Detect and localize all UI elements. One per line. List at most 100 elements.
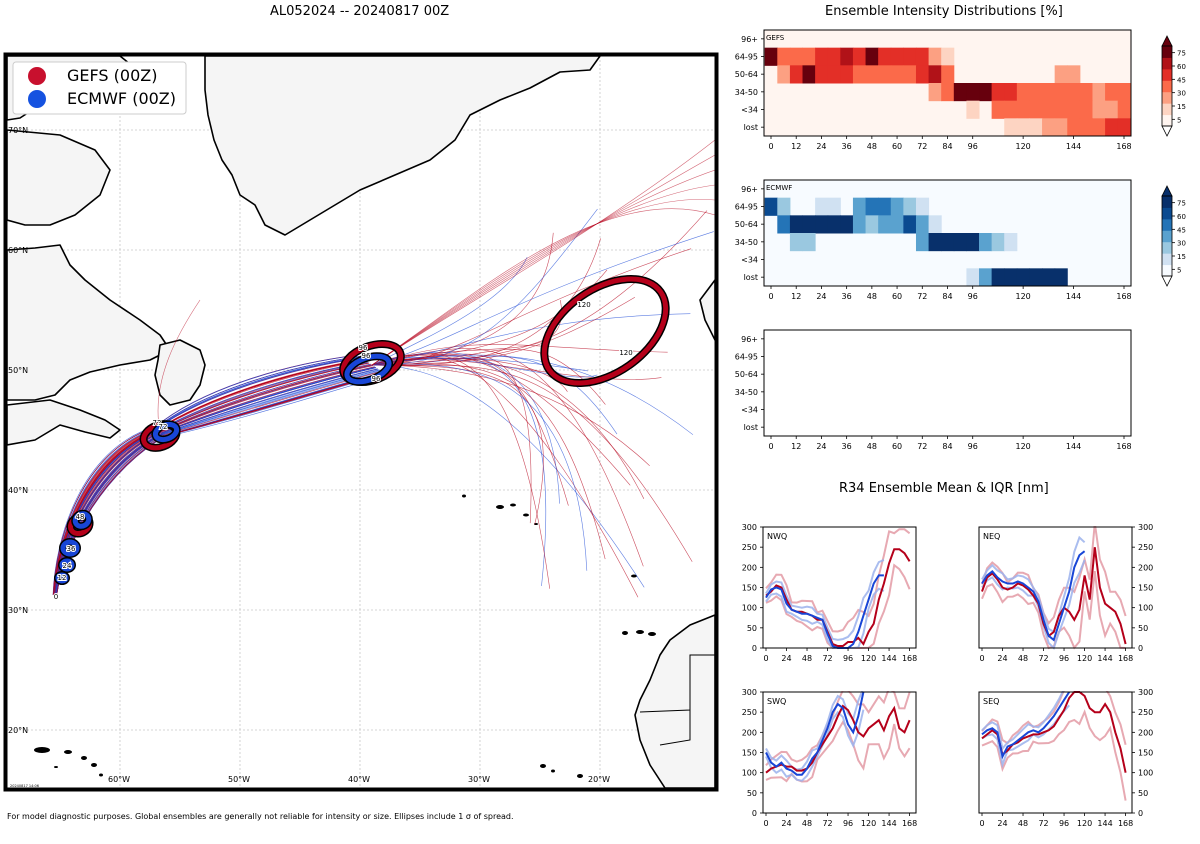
heatmap-xtick-label: 60	[892, 442, 902, 451]
colorbar-tick-label: 45	[1177, 226, 1186, 234]
heatmap-ytick-label: <34	[741, 406, 758, 415]
heatmap-cell	[1054, 83, 1068, 102]
r34-ytick-label: 300	[1138, 523, 1153, 532]
colorbar-segment	[1162, 80, 1172, 93]
heatmap-cell	[852, 65, 867, 84]
heatmap-cell	[928, 83, 942, 102]
r34-xtick-label: 144	[1097, 819, 1112, 828]
r34-panel-neq: NEQ 0 50 100 150 200 250 300 0 24 48 72 96 120 144 168	[977, 513, 1153, 663]
r34-xtick-label: 120	[861, 819, 876, 828]
heatmap-xtick-label: 12	[791, 442, 801, 451]
heatmap-cell	[1117, 83, 1131, 102]
heatmap-ytick-label: 34-50	[735, 388, 758, 397]
r34-ytick-label: 250	[742, 543, 757, 552]
heatmap-panel-empty: 96+ 64-95 50-64 34-50 <34 lost 0 12 24 36 48 60 72 84…	[735, 329, 1132, 451]
colorbar-tick-label: 60	[1177, 63, 1186, 71]
ecmwf-track-extended	[371, 208, 598, 366]
heatmap-model-label: ECMWF	[766, 184, 792, 192]
heatmap-cell	[1016, 100, 1030, 119]
r34-quadrant-label: SEQ	[983, 697, 999, 706]
heatmap-cell	[915, 65, 930, 84]
colorbar: 5 15 30 45 60 75	[1161, 185, 1186, 287]
ecmwf-ellipse-36	[60, 539, 80, 557]
gefs-label-120-a: 120	[577, 301, 590, 309]
iberia-land	[699, 279, 715, 341]
ecmwf-iqr-line	[765, 687, 865, 771]
r34-ytick-label: 100	[1138, 604, 1153, 613]
heatmap-cell	[928, 47, 942, 66]
gefs-track	[157, 360, 366, 431]
lon-label-60w: 60°W	[108, 775, 130, 784]
heatmap-ytick-label: 34-50	[735, 238, 758, 247]
legend-box	[12, 61, 187, 115]
heatmap-cell	[1105, 83, 1119, 102]
heatmap-cell	[1004, 100, 1018, 119]
heatmap-xtick-label: 0	[768, 442, 773, 451]
gefs-label-12: 12	[58, 574, 67, 582]
r34-quadrant-label: NEQ	[983, 532, 1000, 541]
r34-xtick-label: 48	[1018, 654, 1028, 663]
heatmap-cell	[966, 233, 980, 252]
heatmap-cell	[1004, 83, 1018, 102]
gefs-label-120-b: 120	[619, 349, 632, 357]
ecmwf-track	[155, 357, 361, 429]
heatmap-cell	[966, 83, 980, 102]
legend-gefs-marker	[28, 67, 46, 85]
heatmap-xtick-label: 84	[942, 442, 952, 451]
gefs-mean-line	[981, 547, 1127, 645]
r34-plot-area	[763, 527, 916, 648]
heatmap-cell	[991, 233, 1005, 252]
heatmap-cell	[1042, 100, 1056, 119]
heatmap-cell	[815, 197, 829, 216]
colorbar-segment	[1162, 91, 1172, 104]
heatmap-ytick-label: 50-64	[735, 370, 758, 379]
heatmap-xtick-label: 120	[1016, 442, 1031, 451]
colorbar-extend-bottom	[1161, 125, 1173, 137]
colorbar-extend-top	[1161, 35, 1173, 47]
heatmap-ytick-label: 96+	[741, 35, 758, 44]
r34-xtick-label: 24	[781, 819, 791, 828]
heatmap-cell	[903, 215, 917, 234]
r34-quadrant-label: NWQ	[767, 532, 787, 541]
heatmap-xtick-label: 60	[892, 142, 902, 151]
baffin-island-land	[7, 129, 111, 226]
r34-xtick-label: 24	[997, 654, 1007, 663]
r34-xtick-label: 72	[1038, 819, 1048, 828]
heatmap-cell	[802, 215, 816, 234]
gefs-track-extended	[371, 353, 551, 589]
r34-xtick-label: 48	[1018, 819, 1028, 828]
heatmap-cell	[865, 197, 879, 216]
heatmap-ytick-label: <34	[741, 106, 758, 115]
heatmap-xtick-label: 120	[1016, 142, 1031, 151]
lon-label-30w: 30°W	[468, 775, 490, 784]
heatmap-cell	[764, 197, 778, 216]
r34-xtick-label: 120	[861, 654, 876, 663]
heatmap-cell	[865, 65, 879, 84]
r34-ytick-label: 150	[742, 749, 757, 758]
heatmap-cell	[1067, 100, 1081, 119]
heatmap-xtick-label: 36	[842, 292, 852, 301]
heatmap-cell	[878, 65, 892, 84]
heatmap-cell	[1029, 118, 1043, 137]
r34-ytick-label: 200	[742, 563, 757, 572]
gefs-label-0: 0	[54, 593, 58, 601]
heatmap-panel-ecmwf: ECMWF 96+ 64-95 50-64 34-50 <34 lost 0 12 24 36 48 6…	[735, 179, 1186, 301]
ecmwf-iqr-line	[765, 709, 865, 782]
colorbar-tick-label: 30	[1177, 240, 1186, 248]
lon-label-40w: 40°W	[348, 775, 370, 784]
heatmap-cell	[1054, 100, 1068, 119]
africa-borders	[639, 654, 715, 746]
r34-ytick-label: 250	[1138, 543, 1153, 552]
r34-xtick-label: 72	[822, 819, 832, 828]
heatmap-ytick-label: lost	[744, 123, 758, 132]
heatmap-cell	[1067, 65, 1081, 84]
heatmap-cell	[966, 268, 980, 287]
heatmap-xtick-label: 24	[816, 292, 826, 301]
gefs-track-extended	[371, 199, 715, 366]
heatmap-cell	[941, 233, 955, 252]
colorbar-tick-label: 15	[1177, 253, 1186, 261]
heatmap-cell	[777, 65, 791, 84]
ecmwf-ellipse-72	[152, 421, 180, 443]
r34-top-mask	[977, 678, 1134, 691]
